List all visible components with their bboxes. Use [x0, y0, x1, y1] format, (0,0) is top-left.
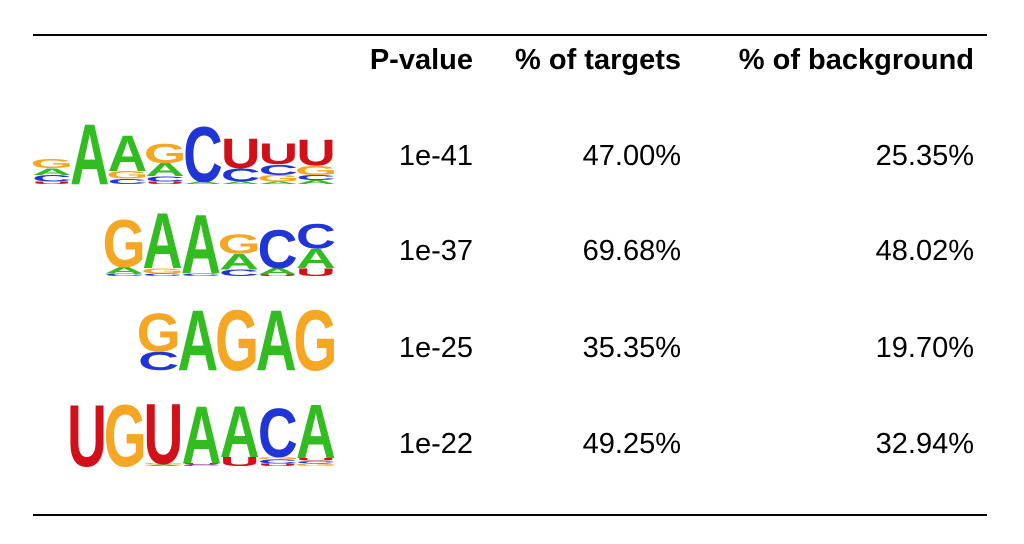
top-rule: [33, 34, 987, 36]
motif-letter-g: G: [137, 301, 181, 363]
motif-letter-c: C: [296, 174, 335, 182]
header-pvalue: P-value: [369, 44, 473, 76]
motif-letter-g: G: [106, 169, 148, 181]
motif-letter-c: C: [258, 395, 298, 473]
motif-letter-c: C: [104, 273, 144, 277]
motif-letter-a: A: [182, 389, 222, 481]
motif-letter-a: A: [181, 198, 221, 293]
motif-letter-a: A: [258, 267, 298, 277]
row-3-background: 19.70%: [875, 332, 974, 364]
motif-letter-g: G: [218, 229, 261, 260]
motif-letter-u: U: [258, 274, 298, 276]
motif-letter-g: G: [215, 293, 259, 389]
motif-letter-g: G: [256, 456, 299, 460]
row-1-pvalue: 1e-41: [398, 140, 473, 172]
motif-letter-c: C: [296, 217, 336, 256]
motif-letter-u: U: [258, 463, 298, 467]
row-4-targets: 49.25%: [582, 428, 681, 460]
motif-letter-g: G: [295, 163, 337, 177]
motif-letter-g: G: [142, 463, 185, 465]
motif-letter-a: A: [296, 389, 336, 475]
motif-letter-u: U: [32, 181, 71, 185]
motif-letter-u: U: [296, 458, 336, 462]
motif-letter-c: C: [219, 268, 259, 278]
motif-letter-u: U: [296, 266, 336, 278]
motif-letter-a: A: [221, 181, 260, 185]
motif-letter-a: A: [220, 390, 260, 473]
row-2-background: 48.02%: [875, 235, 974, 267]
motif-letter-a: A: [70, 108, 109, 204]
motif-letter-a: A: [145, 159, 184, 180]
motif-letter-g: G: [104, 387, 147, 485]
motif-letter-a: A: [296, 244, 336, 275]
motif-letter-c: C: [258, 218, 298, 280]
motif-letter-g: G: [141, 267, 184, 275]
motif-letter-c: C: [143, 273, 183, 277]
motif-letter-a: A: [296, 179, 335, 185]
motif-letter-a: A: [183, 181, 222, 185]
motif-letter-g: G: [103, 207, 146, 283]
row-4-pvalue: 1e-22: [398, 428, 473, 460]
header-targets: % of targets: [515, 44, 681, 76]
motif-letter-c: C: [138, 347, 179, 376]
motif-letter-a: A: [219, 250, 259, 275]
row-1-background: 25.35%: [875, 140, 974, 172]
motif-letter-g: G: [31, 157, 73, 171]
row-3-pvalue: 1e-25: [398, 332, 473, 364]
row-2-pvalue: 1e-37: [398, 235, 473, 267]
motif-letter-c: C: [108, 178, 147, 186]
motif-letter-c: C: [221, 165, 260, 186]
motif-letter-a: A: [259, 181, 298, 185]
motif-letter-u: U: [143, 387, 183, 482]
motif-letter-g: G: [144, 139, 186, 170]
motif-letter-c: C: [258, 459, 298, 465]
motif-letter-u: U: [182, 463, 222, 465]
header-background: % of background: [738, 44, 974, 76]
motif-letter-c: C: [182, 464, 222, 466]
motif-letter-u: U: [145, 181, 184, 185]
motif-letter-c: C: [183, 112, 222, 199]
motif-letter-c: C: [259, 162, 298, 178]
motif-letter-g: G: [294, 463, 337, 467]
motif-letter-c: C: [181, 273, 221, 277]
motif-letter-u: U: [67, 387, 107, 485]
motif-letter-u: U: [221, 131, 260, 178]
row-4-background: 32.94%: [875, 428, 974, 460]
motif-letter-c: C: [145, 175, 184, 183]
motif-letter-g: G: [257, 173, 299, 183]
motif-letter-a: A: [177, 293, 218, 389]
motif-letter-c: C: [296, 460, 336, 464]
motif-letter-u: U: [296, 132, 335, 173]
motif-letter-a: A: [108, 125, 147, 182]
motif-letter-a: A: [143, 197, 183, 285]
row-1-targets: 47.00%: [582, 140, 681, 172]
motif-letter-u: U: [220, 455, 260, 469]
motif-letter-u: U: [259, 138, 298, 171]
row-3-targets: 35.35%: [582, 332, 681, 364]
motif-letter-g: G: [293, 293, 337, 389]
row-2-targets: 69.68%: [582, 235, 681, 267]
bottom-rule: [33, 514, 987, 516]
motif-letter-c: C: [32, 173, 71, 183]
motif-letter-a: A: [32, 167, 71, 177]
motif-letter-a: A: [256, 293, 297, 389]
motif-letter-a: A: [143, 464, 183, 466]
motif-letter-a: A: [104, 265, 144, 275]
